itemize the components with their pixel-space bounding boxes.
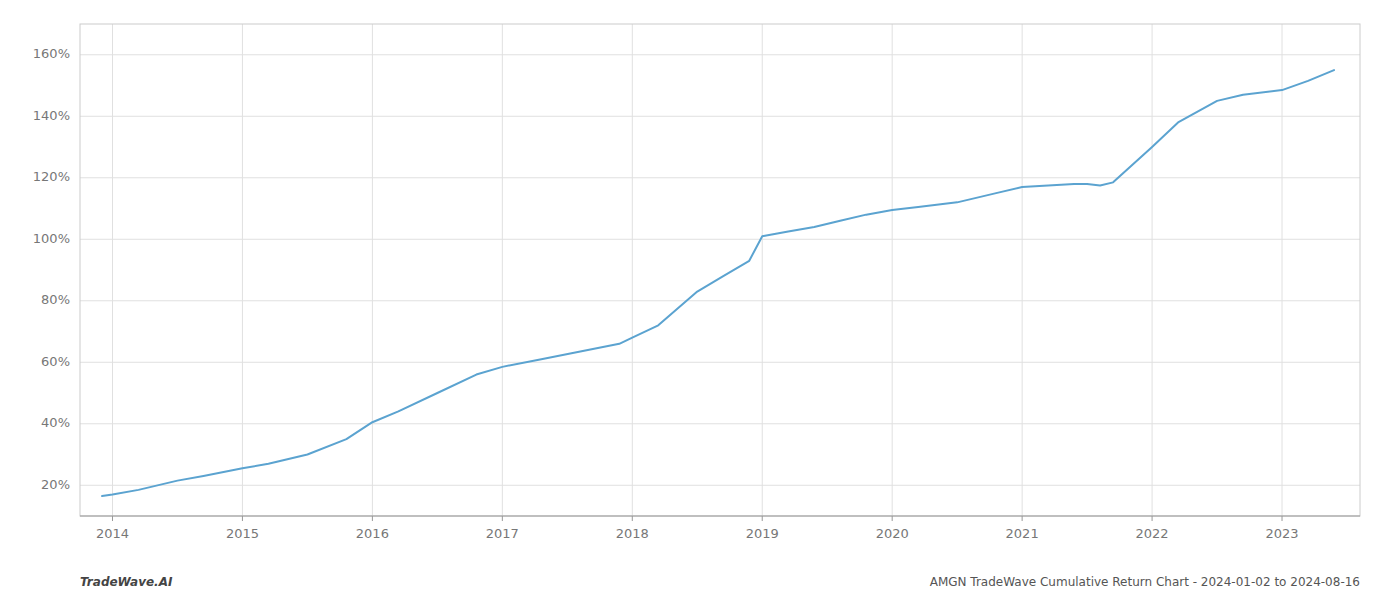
- x-tick: [1152, 516, 1153, 521]
- x-grid-line: [242, 24, 243, 516]
- x-grid-line: [762, 24, 763, 516]
- x-tick-label: 2017: [486, 526, 519, 541]
- y-tick-label: 120%: [33, 169, 70, 184]
- x-tick: [762, 516, 763, 521]
- y-grid-line: [80, 423, 1360, 424]
- chart-svg: 20% 40% 60% 80% 100% 120% 140% 160% 2014 2015 2016…: [0, 0, 1400, 600]
- y-grid-line: [80, 362, 1360, 363]
- x-grid-line: [632, 24, 633, 516]
- y-tick-label: 60%: [41, 354, 70, 369]
- y-tick-label: 140%: [33, 108, 70, 123]
- x-grid-line: [112, 24, 113, 516]
- y-grid-line: [80, 54, 1360, 55]
- x-tick: [632, 516, 633, 521]
- x-axis-line: [80, 516, 1360, 517]
- x-tick-label: 2016: [356, 526, 389, 541]
- x-tick: [112, 516, 113, 521]
- x-grid-line: [892, 24, 893, 516]
- x-tick-label: 2014: [96, 526, 129, 541]
- x-grid-line: [1022, 24, 1023, 516]
- x-grid-line: [372, 24, 373, 516]
- data-layer: [102, 70, 1334, 496]
- x-tick: [502, 516, 503, 521]
- x-tick: [892, 516, 893, 521]
- footer-left: TradeWave.AI: [80, 575, 173, 589]
- background: [0, 0, 1400, 600]
- y-tick-label: 20%: [41, 477, 70, 492]
- y-tick-label: 80%: [41, 292, 70, 307]
- x-grid-line: [1152, 24, 1153, 516]
- x-tick-label: 2023: [1265, 526, 1298, 541]
- y-tick-label: 100%: [33, 231, 70, 246]
- y-grid-line: [80, 177, 1360, 178]
- x-axis: 2014 2015 2016 2017 2018 2019 2020 2021 2022 2023: [96, 516, 1299, 541]
- grid: [80, 24, 1360, 516]
- x-tick: [1022, 516, 1023, 521]
- x-tick: [242, 516, 243, 521]
- y-grid-line: [80, 239, 1360, 240]
- y-grid-line: [80, 300, 1360, 301]
- y-grid-line: [80, 116, 1360, 117]
- y-tick-label: 40%: [41, 415, 70, 430]
- x-tick: [372, 516, 373, 521]
- x-tick-label: 2018: [616, 526, 649, 541]
- line: [102, 70, 1334, 496]
- x-tick-label: 2020: [876, 526, 909, 541]
- x-tick-label: 2015: [226, 526, 259, 541]
- footer: TradeWave.AI AMGN TradeWave Cumulative Re…: [80, 575, 1360, 589]
- x-tick-label: 2019: [746, 526, 779, 541]
- plot-frame: [80, 24, 1360, 516]
- footer-right: AMGN TradeWave Cumulative Return Chart -…: [930, 575, 1360, 589]
- x-grid-line: [502, 24, 503, 516]
- x-tick-label: 2022: [1136, 526, 1169, 541]
- x-tick-label: 2021: [1006, 526, 1039, 541]
- x-tick: [1282, 516, 1283, 521]
- x-grid-line: [1282, 24, 1283, 516]
- y-axis: 20% 40% 60% 80% 100% 120% 140% 160%: [33, 46, 70, 492]
- chart-container: 20% 40% 60% 80% 100% 120% 140% 160% 2014 2015 2016…: [0, 0, 1400, 600]
- y-grid-line: [80, 485, 1360, 486]
- y-tick-label: 160%: [33, 46, 70, 61]
